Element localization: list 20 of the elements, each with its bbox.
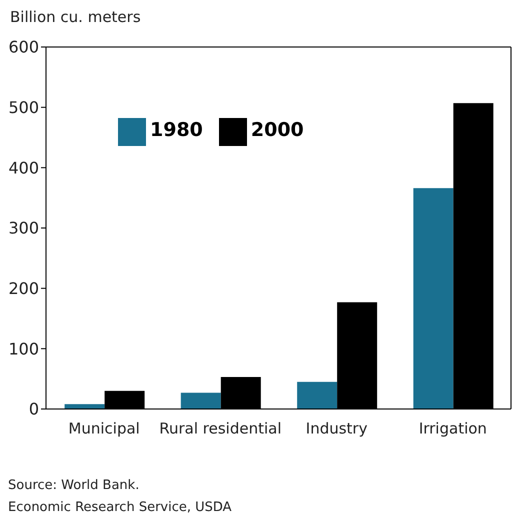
- text: Economic Research Service, USDA: [8, 499, 233, 517]
- x-tick-label: Rural residential: [159, 420, 282, 438]
- legend-label: 2000: [250, 119, 304, 142]
- y-tick-label: 400: [8, 158, 39, 178]
- y-tick-label: 300: [8, 218, 39, 238]
- y-tick-label: 0: [28, 400, 39, 419]
- x-tick-label: Irrigation: [418, 420, 487, 438]
- y-tick-label: 600: [8, 38, 39, 57]
- y-tick-label: 500: [8, 98, 39, 118]
- y-tick-label: 100: [8, 339, 39, 358]
- y-axis-title: Billion cu. meters: [10, 8, 142, 28]
- bar: [413, 188, 454, 409]
- bar: [64, 404, 105, 409]
- legend-label: 1980: [150, 119, 203, 142]
- y-tick-label: 200: [8, 279, 39, 298]
- source-note: Source: World Bank.: [8, 477, 140, 495]
- bar: [297, 382, 338, 409]
- x-tick-label: Industry: [306, 420, 368, 438]
- x-tick-label: Municipal: [68, 420, 140, 438]
- bar: [180, 392, 221, 409]
